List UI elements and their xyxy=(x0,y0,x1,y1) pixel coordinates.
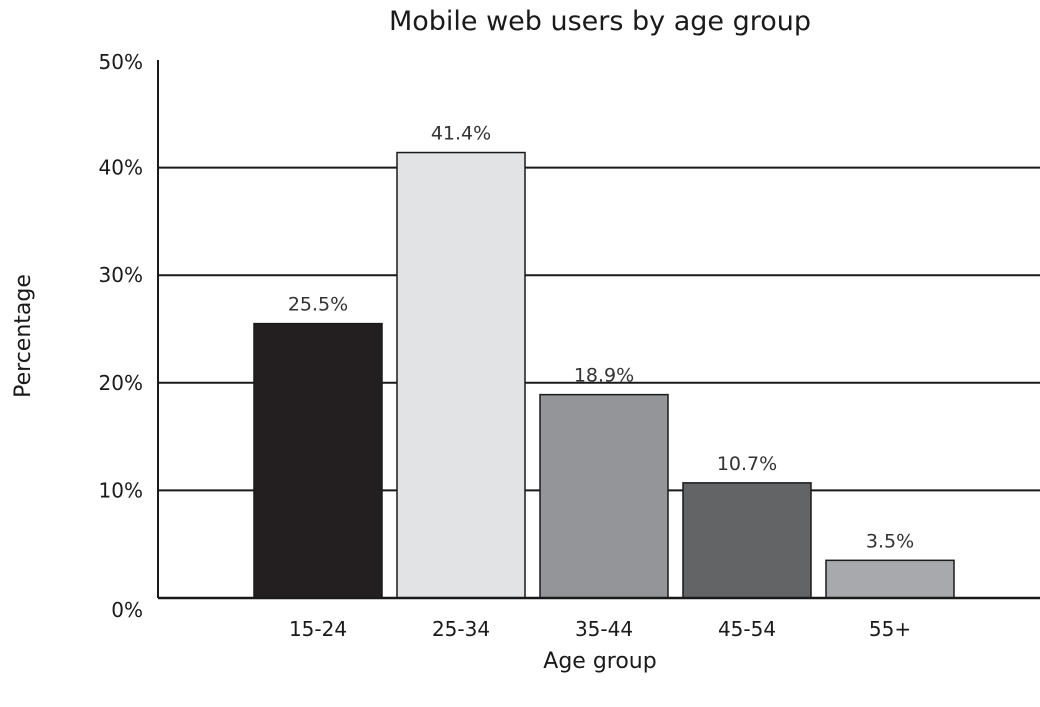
bar-15-24 xyxy=(253,322,383,599)
y-tick-label-1: 10% xyxy=(99,478,143,502)
bar-55+ xyxy=(825,559,955,599)
data-label-35-44: 18.9% xyxy=(574,365,634,387)
axes xyxy=(157,60,1040,600)
y-tick-label-5: 50% xyxy=(99,50,143,74)
y-tick-label-3: 30% xyxy=(99,263,143,287)
y-tick-label-0: 0% xyxy=(111,598,143,622)
y-tick-label-4: 40% xyxy=(99,156,143,180)
x-tick-label-55+: 55+ xyxy=(869,617,911,641)
x-tick-label-45-54: 45-54 xyxy=(718,617,776,641)
data-label-45-54: 10.7% xyxy=(717,453,777,475)
y-tick-labels: 0% 10% 20% 30% 40% 50% xyxy=(99,50,143,622)
y-axis-label: Percentage xyxy=(11,274,36,398)
bar-45-54 xyxy=(682,482,812,599)
data-label-25-34: 41.4% xyxy=(431,123,491,145)
x-tick-label-35-44: 35-44 xyxy=(575,617,633,641)
x-axis-label: Age group xyxy=(543,649,656,674)
x-tick-label-25-34: 25-34 xyxy=(432,617,490,641)
chart-title: Mobile web users by age group xyxy=(389,6,811,37)
bar-25-34 xyxy=(396,151,526,599)
y-tick-label-2: 20% xyxy=(99,371,143,395)
data-label-15-24: 25.5% xyxy=(288,294,348,316)
data-label-55+: 3.5% xyxy=(866,530,914,552)
bar-35-44 xyxy=(539,393,669,599)
data-labels: 25.5% 41.4% 18.9% 10.7% 3.5% xyxy=(288,123,914,553)
x-tick-label-15-24: 15-24 xyxy=(289,617,347,641)
x-tick-labels: 15-24 25-34 35-44 45-54 55+ xyxy=(289,617,911,641)
